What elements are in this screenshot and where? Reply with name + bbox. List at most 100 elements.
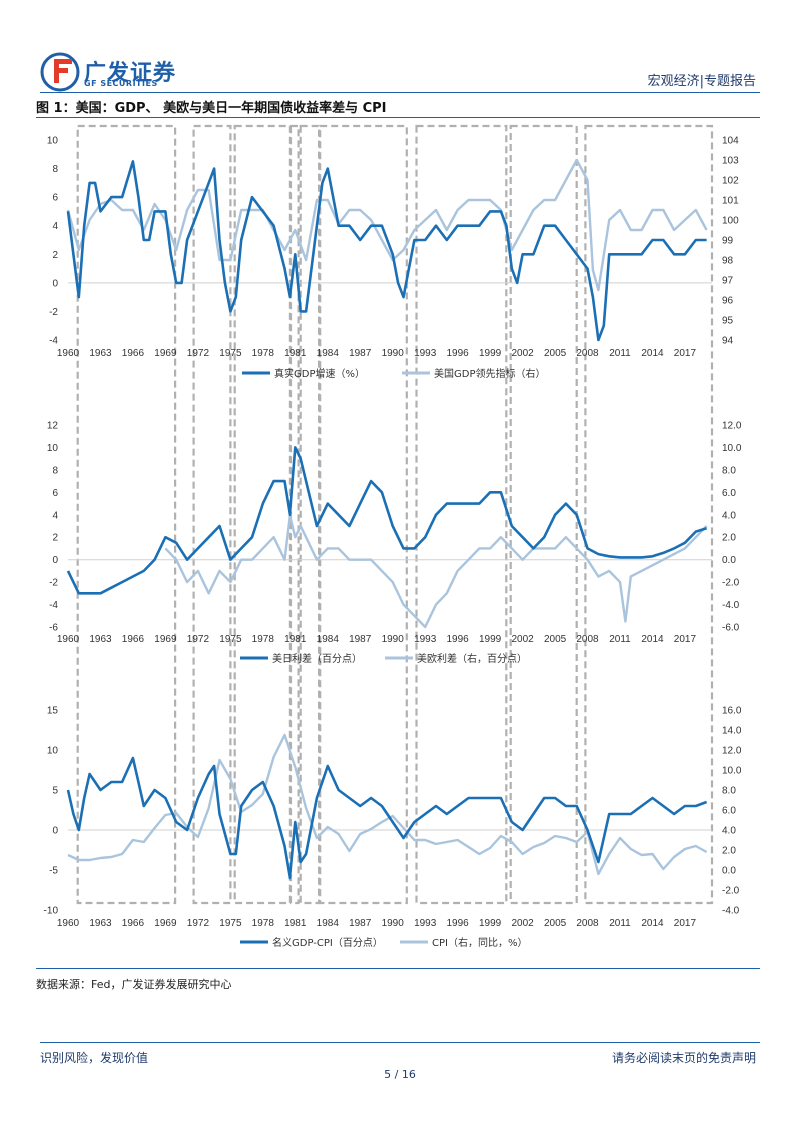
x-tick: 1981 xyxy=(284,634,307,645)
y-tick-right: 8.0 xyxy=(722,465,736,476)
y-tick-right: 10.0 xyxy=(722,443,742,454)
x-tick: 1972 xyxy=(187,634,210,645)
x-tick: 2008 xyxy=(576,918,599,929)
x-tick: 1987 xyxy=(349,634,372,645)
x-tick: 1984 xyxy=(317,634,340,645)
y-tick-right: -6.0 xyxy=(722,623,740,634)
legend: 名义GDP-CPI（百分点） CPI（右，同比，%） xyxy=(240,936,527,949)
x-tick: 2005 xyxy=(544,918,567,929)
x-tick: 1966 xyxy=(122,634,145,645)
y-tick-left: 4 xyxy=(52,221,58,232)
x-tick: 2014 xyxy=(641,634,664,645)
x-tick: 2008 xyxy=(576,348,599,359)
cycle-band-3 xyxy=(289,124,300,905)
legend-label: 真实GDP增速（%） xyxy=(274,367,365,380)
x-tick: 1999 xyxy=(479,348,502,359)
title-divider xyxy=(36,117,760,118)
x-tick: 2008 xyxy=(576,634,599,645)
footer-slogan: 识别风险，发现价值 xyxy=(40,1051,149,1065)
y-tick-left: -6 xyxy=(49,623,58,634)
series-line-primary xyxy=(66,756,708,880)
page-number: 5 / 16 xyxy=(384,1068,416,1081)
y-tick-left: 5 xyxy=(52,786,58,797)
legend-label: 名义GDP-CPI（百分点） xyxy=(272,936,383,949)
x-tick: 2002 xyxy=(511,348,534,359)
x-tick: 1993 xyxy=(414,634,437,645)
y-tick-left: 12 xyxy=(47,421,59,432)
series-line-secondary xyxy=(67,733,708,876)
y-tick-left: 10 xyxy=(47,746,59,757)
y-tick-left: -4 xyxy=(49,336,58,347)
y-tick-right: 12.0 xyxy=(722,421,742,432)
x-tick: 2014 xyxy=(641,348,664,359)
y-tick-right: 94 xyxy=(722,336,734,347)
x-tick: 1972 xyxy=(187,348,210,359)
chart-panel-2: -6 -4 -2 0 2 4 6 8 10 12 -6.0 -4.0 -2.0 0.0 2.0 4.0 6.0 8… xyxy=(47,421,742,666)
y-tick-right: 100 xyxy=(722,216,739,227)
y-tick-right: 8.0 xyxy=(722,786,736,797)
y-tick-right: 10.0 xyxy=(722,766,742,777)
cycle-band-0 xyxy=(76,124,177,905)
y-tick-right: -2.0 xyxy=(722,578,740,589)
y-tick-right: -2.0 xyxy=(722,886,740,897)
x-tick: 1963 xyxy=(89,918,112,929)
y-tick-left: -4 xyxy=(49,600,58,611)
x-tick: 1972 xyxy=(187,918,210,929)
y-tick-right: 2.0 xyxy=(722,533,736,544)
x-tick: 2011 xyxy=(609,918,631,929)
x-tick: 1999 xyxy=(479,918,502,929)
x-tick: 1963 xyxy=(89,634,112,645)
x-tick: 1969 xyxy=(154,918,177,929)
x-tick: 1993 xyxy=(414,918,437,929)
x-tick: 1960 xyxy=(57,634,80,645)
y-tick-right: 0.0 xyxy=(722,866,736,877)
x-tick: 1981 xyxy=(284,918,307,929)
y-tick-left: 6 xyxy=(52,488,58,499)
cycle-band-6 xyxy=(415,124,508,905)
x-tick: 1990 xyxy=(382,348,405,359)
y-tick-right: 104 xyxy=(722,136,739,147)
x-tick: 2005 xyxy=(544,634,567,645)
x-tick: 1990 xyxy=(382,918,405,929)
x-tick: 1978 xyxy=(252,634,275,645)
x-tick: 2017 xyxy=(674,348,697,359)
x-tick: 2014 xyxy=(641,918,664,929)
x-tick: 1960 xyxy=(57,918,80,929)
x-tick: 1996 xyxy=(446,348,469,359)
y-tick-left: 10 xyxy=(47,136,59,147)
x-tick: 1999 xyxy=(479,634,502,645)
x-tick: 1978 xyxy=(252,918,275,929)
x-tick: 2011 xyxy=(609,634,631,645)
y-tick-right: 97 xyxy=(722,276,734,287)
gf-logo-icon xyxy=(40,52,80,92)
x-tick: 1969 xyxy=(154,634,177,645)
footer-disclaimer: 请务必阅读末页的免责声明 xyxy=(611,1051,756,1065)
y-tick-right: 16.0 xyxy=(722,706,742,717)
y-tick-left: 0 xyxy=(52,555,58,566)
y-tick-left: 8 xyxy=(52,164,58,175)
y-tick-left: -5 xyxy=(49,866,58,877)
y-tick-right: 0.0 xyxy=(722,555,736,566)
figure-title: 图 1：美国：GDP、 美欧与美日一年期国债收益率差与 CPI xyxy=(36,101,387,116)
y-tick-right: 6.0 xyxy=(722,806,736,817)
x-tick: 2011 xyxy=(609,348,631,359)
brand-name-en: GF SECURITIES xyxy=(84,79,158,88)
x-tick: 1966 xyxy=(122,348,145,359)
x-tick: 1981 xyxy=(284,348,307,359)
x-tick: 1996 xyxy=(446,634,469,645)
y-tick-right: 103 xyxy=(722,156,739,167)
legend-label: CPI（右，同比，%） xyxy=(432,936,527,949)
y-tick-right: 4.0 xyxy=(722,510,736,521)
x-tick: 2002 xyxy=(511,634,534,645)
legend: 真实GDP增速（%） 美国GDP领先指标（右） xyxy=(242,367,545,380)
cycle-band-4 xyxy=(299,124,321,905)
cycle-band-5 xyxy=(319,124,408,905)
x-tick: 1987 xyxy=(349,348,372,359)
chart-panel-1: -4 -2 0 2 4 6 8 10 94 95 96 97 98 99 100 101 102 103 104 19… xyxy=(47,136,739,381)
x-tick: 2002 xyxy=(511,918,534,929)
y-tick-right: 4.0 xyxy=(722,826,736,837)
series-line-secondary xyxy=(66,158,708,292)
legend: 美日利差（百分点） 美欧利差（右，百分点） xyxy=(240,652,527,665)
x-tick: 1975 xyxy=(219,634,242,645)
